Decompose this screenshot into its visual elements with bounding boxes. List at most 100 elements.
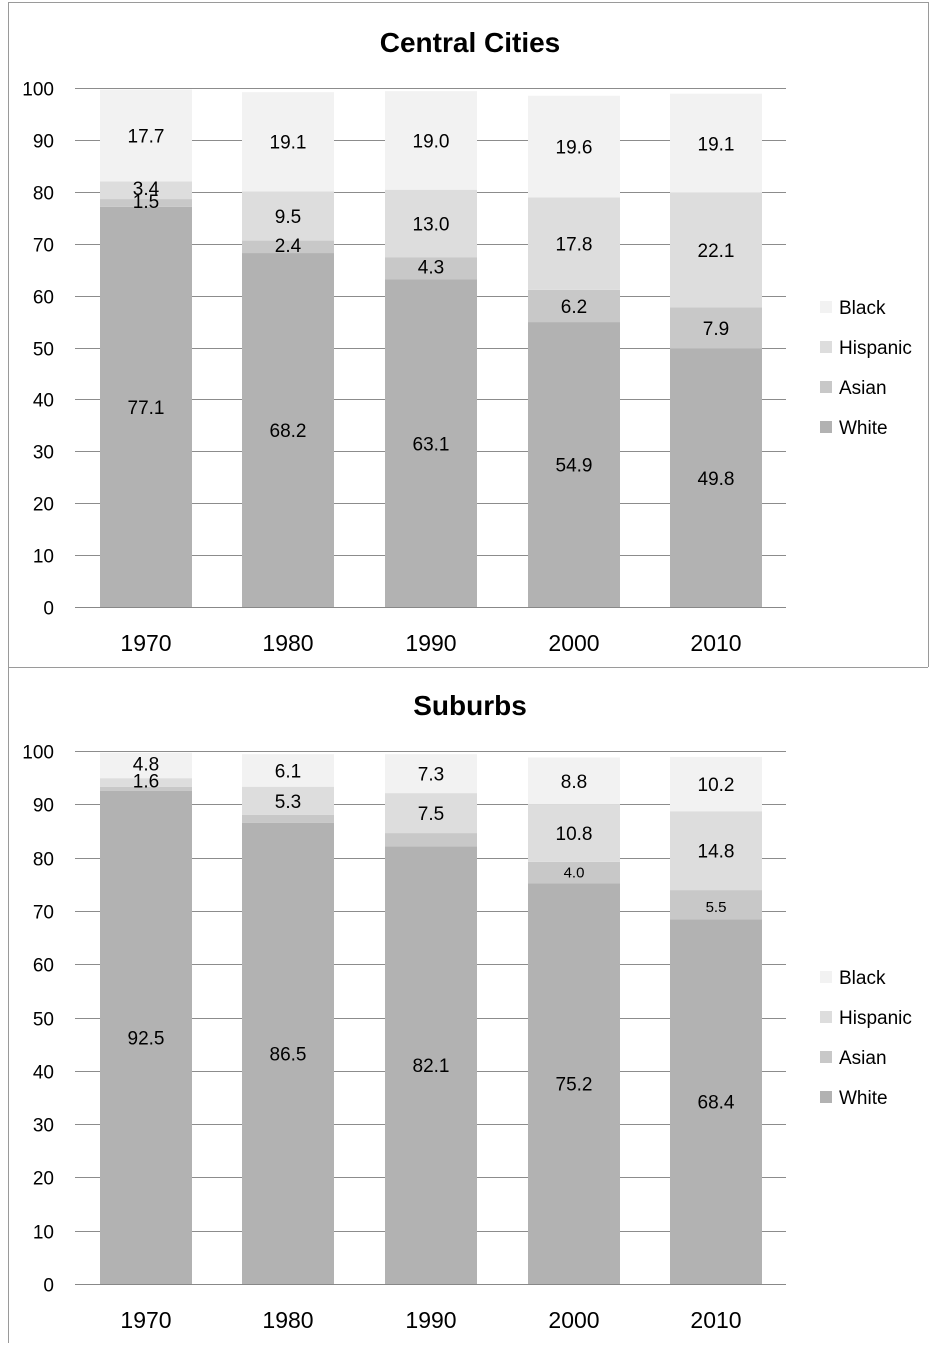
bar-segment-asian: [670, 307, 762, 349]
y-tick-label: 20: [33, 495, 54, 516]
y-tick-label: 100: [22, 80, 54, 101]
data-label: 6.2: [561, 297, 587, 318]
bar-segment-black: [385, 91, 477, 190]
data-label: 17.7: [128, 126, 165, 147]
data-label: 5.3: [275, 792, 301, 813]
bar-segment-black: [528, 95, 620, 198]
x-tick-label: 2010: [690, 630, 741, 656]
bar-segment-hispanic: [100, 778, 192, 787]
x-tick-label: 2000: [548, 630, 599, 656]
data-label: 75.2: [556, 1075, 593, 1096]
legend-swatch-white: [820, 421, 832, 433]
data-label: 5.5: [706, 899, 727, 916]
y-tick-label: 50: [33, 340, 54, 361]
data-labels: 77.1 1.53.4 17.7 68.2 2.4 9.5 19.1 63.1 4.3 13.0 1…: [128, 126, 735, 489]
data-label: 1.5: [133, 192, 159, 213]
data-label: 7.9: [703, 319, 729, 340]
legend-label: Asian: [839, 1048, 887, 1069]
legend-label: Hispanic: [839, 1008, 912, 1029]
legend-swatch-asian: [820, 381, 832, 393]
bar-segment-asian: [670, 890, 762, 920]
data-label: 49.8: [698, 469, 735, 490]
x-tick-label: 1970: [120, 1307, 171, 1333]
data-label: 3.4: [133, 179, 160, 200]
y-tick-label: 70: [33, 236, 54, 257]
data-label: 17.8: [556, 235, 593, 256]
y-tick-label: 0: [43, 599, 54, 620]
bar-segment-black: [242, 92, 334, 192]
data-label: 10.2: [698, 775, 735, 796]
bar-segment-white: [528, 883, 620, 1284]
data-label: 68.2: [270, 421, 307, 442]
x-tick-label: 1980: [262, 630, 313, 656]
bar-segment-hispanic: [385, 793, 477, 834]
bar-segment-white: [242, 253, 334, 608]
x-tick-label: 2010: [690, 1307, 741, 1333]
legend-label: Hispanic: [839, 338, 912, 359]
x-tick-label: 2000: [548, 1307, 599, 1333]
x-tick-label: 1990: [405, 630, 456, 656]
data-label: 4.0: [564, 865, 585, 882]
data-label: 14.8: [698, 842, 735, 863]
bar-segment-black: [528, 757, 620, 805]
data-label: 1.6: [133, 771, 159, 792]
legend: Black Hispanic Asian White: [820, 298, 912, 439]
data-label: 19.1: [270, 133, 307, 154]
bars: [100, 752, 762, 1284]
bar-segment-white: [385, 846, 477, 1284]
data-label: 2.4: [275, 236, 302, 257]
data-label: 4.8: [133, 754, 159, 775]
y-tick-label: 40: [33, 391, 54, 412]
bar-segment-hispanic: [385, 189, 477, 258]
data-label: 10.8: [556, 824, 593, 845]
data-label: 92.5: [128, 1028, 165, 1049]
bar-segment-black: [670, 756, 762, 812]
x-axis-ticks: 1970 1980 1990 2000 2010: [120, 630, 741, 656]
y-axis-ticks: 0 10 20 30 40 50 60 70 80 90 100: [22, 80, 54, 620]
data-label: 9.5: [275, 207, 301, 228]
y-tick-label: 20: [33, 1169, 54, 1190]
bar-segment-asian: [528, 861, 620, 884]
legend-swatch-asian: [820, 1051, 832, 1063]
legend-swatch-hispanic: [820, 1011, 832, 1023]
y-tick-label: 50: [33, 1010, 54, 1031]
legend-label: Asian: [839, 378, 887, 399]
bar-segment-asian: [528, 289, 620, 323]
bars: [100, 89, 762, 608]
data-label: 6.1: [275, 761, 301, 782]
data-label: 19.0: [413, 131, 450, 152]
y-tick-label: 80: [33, 184, 54, 205]
x-tick-label: 1970: [120, 630, 171, 656]
data-label: 77.1: [128, 398, 165, 419]
data-label: 19.1: [698, 134, 735, 155]
chart-title: Suburbs: [413, 690, 527, 721]
data-label: 82.1: [413, 1056, 450, 1077]
bar-segment-asian: [385, 833, 477, 847]
y-tick-label: 10: [33, 547, 54, 568]
data-label: 68.4: [698, 1093, 735, 1114]
data-label: 8.8: [561, 772, 587, 793]
bar-segment-black: [100, 752, 192, 779]
data-label: 7.3: [418, 765, 444, 786]
bar-segment-white: [528, 322, 620, 607]
legend: Black Hispanic Asian White: [820, 968, 912, 1109]
bar-segment-black: [385, 754, 477, 794]
y-tick-label: 40: [33, 1063, 54, 1084]
data-label: 22.1: [698, 241, 735, 262]
bar-segment-black: [242, 754, 334, 787]
data-label: 19.6: [556, 138, 593, 159]
y-tick-label: 80: [33, 850, 54, 871]
bar-segment-white: [100, 790, 192, 1284]
y-tick-label: 100: [22, 743, 54, 764]
y-tick-label: 30: [33, 1116, 54, 1137]
legend-swatch-black: [820, 301, 832, 313]
legend-label: White: [839, 418, 888, 439]
bar-segment-black: [670, 93, 762, 193]
bar-segment-hispanic: [100, 181, 192, 200]
bar-segment-asian: [242, 240, 334, 254]
data-label: 63.1: [413, 434, 450, 455]
bar-segment-asian: [100, 199, 192, 207]
x-tick-label: 1980: [262, 1307, 313, 1333]
